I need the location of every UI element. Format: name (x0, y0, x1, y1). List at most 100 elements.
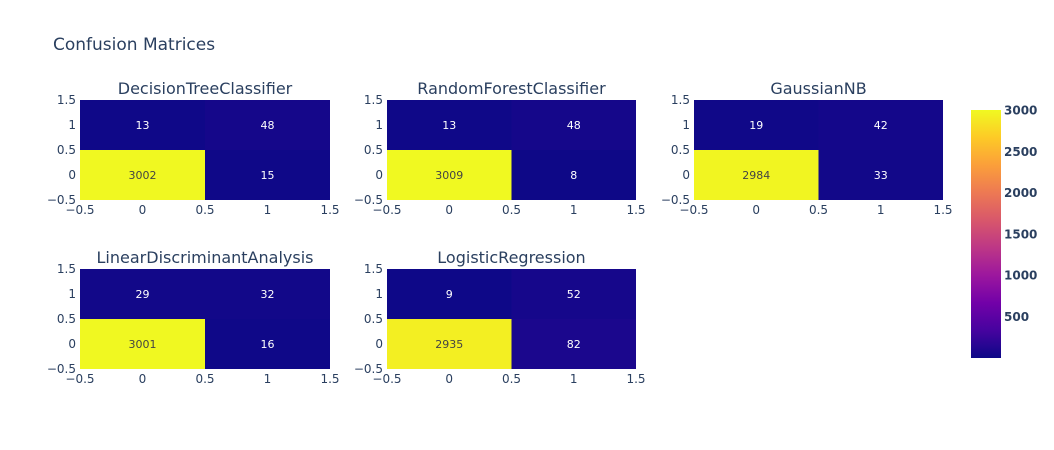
heatmap-cell (80, 100, 205, 150)
y-tick-label: −0.5 (47, 362, 76, 376)
y-tick-label: 0 (375, 337, 383, 351)
x-tick-label: 0.5 (195, 203, 214, 217)
x-tick-label: −0.5 (372, 372, 401, 386)
cell-value-label: 3002 (129, 169, 157, 182)
subplot-title: LinearDiscriminantAnalysis (97, 248, 314, 267)
y-tick-label: 1 (375, 118, 383, 132)
y-tick-label: 0 (68, 337, 76, 351)
heatmap-cell (80, 319, 205, 369)
cell-value-label: 16 (261, 338, 275, 351)
subplot-title: RandomForestClassifier (417, 79, 606, 98)
x-tick-label: 0.5 (502, 203, 521, 217)
cell-value-label: 33 (874, 169, 888, 182)
heatmap-cell (511, 100, 636, 150)
heatmap-cell (205, 150, 330, 200)
y-tick-label: 1 (375, 287, 383, 301)
heatmap-cell (387, 269, 512, 319)
heatmap-cell (387, 319, 512, 369)
subplot-title: DecisionTreeClassifier (118, 79, 293, 98)
x-tick-label: 0.5 (502, 372, 521, 386)
cell-value-label: 82 (567, 338, 581, 351)
x-tick-label: 0.5 (809, 203, 828, 217)
y-tick-label: 0.5 (364, 143, 383, 157)
cell-value-label: 48 (261, 119, 275, 132)
heatmap-cell (205, 319, 330, 369)
y-tick-label: 1.5 (57, 93, 76, 107)
x-tick-label: −0.5 (679, 203, 708, 217)
x-tick-label: 0 (139, 203, 147, 217)
x-tick-label: 0 (139, 372, 147, 386)
x-tick-label: 1 (877, 203, 885, 217)
colorbar-tick-label: 1500 (1004, 227, 1037, 241)
heatmap-cell (511, 319, 636, 369)
y-tick-label: 1 (68, 118, 76, 132)
cell-value-label: 13 (136, 119, 150, 132)
x-tick-label: −0.5 (65, 203, 94, 217)
cell-value-label: 32 (261, 288, 275, 301)
cell-value-label: 9 (446, 288, 453, 301)
subplot-title: LogisticRegression (437, 248, 585, 267)
x-tick-label: 1 (264, 372, 272, 386)
y-tick-label: 1.5 (57, 262, 76, 276)
cell-value-label: 2984 (742, 169, 770, 182)
colorbar (971, 110, 1001, 358)
y-tick-label: −0.5 (354, 193, 383, 207)
cell-value-label: 3001 (129, 338, 157, 351)
y-tick-label: 0.5 (57, 143, 76, 157)
cell-value-label: 52 (567, 288, 581, 301)
heatmap-cell (80, 150, 205, 200)
y-tick-label: 0 (68, 168, 76, 182)
heatmap-cell (205, 269, 330, 319)
heatmap-cell (694, 150, 819, 200)
y-tick-label: 1 (68, 287, 76, 301)
y-tick-label: 1.5 (364, 262, 383, 276)
heatmap-cell (511, 269, 636, 319)
x-tick-label: 1 (264, 203, 272, 217)
cell-value-label: 19 (749, 119, 763, 132)
y-tick-label: 1.5 (671, 93, 690, 107)
x-tick-label: 1.5 (320, 203, 339, 217)
cell-value-label: 29 (136, 288, 150, 301)
y-tick-label: 0.5 (364, 312, 383, 326)
x-tick-label: 1.5 (320, 372, 339, 386)
cell-value-label: 2935 (435, 338, 463, 351)
heatmap-cell (387, 150, 512, 200)
x-tick-label: 0 (752, 203, 760, 217)
heatmap-cell (818, 150, 943, 200)
y-tick-label: 0.5 (57, 312, 76, 326)
subplot-title: GaussianNB (770, 79, 866, 98)
x-tick-label: 0.5 (195, 372, 214, 386)
y-tick-label: −0.5 (47, 193, 76, 207)
chart-title: Confusion Matrices (53, 35, 215, 55)
x-tick-label: −0.5 (372, 203, 401, 217)
y-tick-label: 0 (375, 168, 383, 182)
x-tick-label: 0 (445, 203, 453, 217)
cell-value-label: 3009 (435, 169, 463, 182)
cell-value-label: 48 (567, 119, 581, 132)
y-tick-label: 1 (682, 118, 690, 132)
x-tick-label: 1.5 (626, 372, 645, 386)
cell-value-label: 13 (442, 119, 456, 132)
x-tick-label: 1.5 (933, 203, 952, 217)
heatmap-cell (205, 100, 330, 150)
colorbar-tick-label: 1000 (1004, 269, 1037, 283)
cell-value-label: 42 (874, 119, 888, 132)
colorbar-tick-label: 2000 (1004, 186, 1037, 200)
colorbar-tick-label: 2500 (1004, 145, 1037, 159)
x-tick-label: 0 (445, 372, 453, 386)
x-tick-label: 1.5 (626, 203, 645, 217)
y-tick-label: −0.5 (354, 362, 383, 376)
heatmap-cell (80, 269, 205, 319)
heatmap-cell (511, 150, 636, 200)
y-tick-label: 1.5 (364, 93, 383, 107)
cell-value-label: 15 (261, 169, 275, 182)
colorbar-tick-label: 500 (1004, 310, 1029, 324)
heatmap-cell (694, 100, 819, 150)
y-tick-label: 0 (682, 168, 690, 182)
heatmap-cell (818, 100, 943, 150)
heatmap-cell (387, 100, 512, 150)
cell-value-label: 8 (570, 169, 577, 182)
x-tick-label: −0.5 (65, 372, 94, 386)
